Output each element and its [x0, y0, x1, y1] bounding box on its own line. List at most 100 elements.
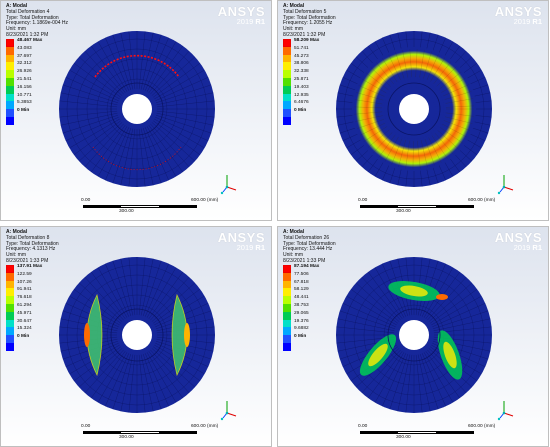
- mesh-line: [146, 41, 177, 92]
- mesh-line: [389, 353, 408, 410]
- scale-mid-label: 300.00: [119, 435, 134, 440]
- legend-color-swatch: [6, 85, 14, 94]
- result-panel-4[interactable]: A: Modal Total Deformation 26 Type: Tota…: [277, 226, 549, 447]
- mesh-line: [62, 84, 119, 103]
- axis-triad-icon[interactable]: [496, 171, 516, 195]
- mesh-line: [97, 267, 128, 318]
- mesh-line: [423, 51, 432, 79]
- mesh-line: [421, 140, 428, 168]
- scale-right-label: 600.00 (mm): [468, 198, 496, 203]
- result-info: A: Modal Total Deformation 5 Type: Total…: [283, 3, 336, 39]
- legend-max-label: 58.209 Max: [294, 38, 320, 43]
- brand-version: 2019 R1: [513, 17, 542, 26]
- legend-color-swatch: [6, 93, 14, 102]
- mesh-line: [433, 61, 452, 84]
- center-hole: [399, 320, 429, 350]
- mesh-line: [357, 119, 384, 129]
- legend-label: 38.806: [294, 61, 309, 67]
- deformation-patch-edge: [86, 293, 103, 377]
- mesh-line: [112, 34, 131, 91]
- triad-ball: [220, 417, 224, 421]
- rim-highlight: [94, 54, 180, 78]
- mesh-line: [69, 118, 120, 149]
- disc-model[interactable]: [334, 29, 494, 189]
- mesh-line: [354, 106, 383, 109]
- result-frequency: Frequency: 1.2055 Hz: [283, 20, 333, 27]
- mesh-line: [342, 303, 396, 328]
- mesh-line: [143, 260, 162, 317]
- mesh-line: [59, 100, 118, 108]
- result-info: A: Modal Total Deformation 8 Type: Total…: [6, 229, 59, 265]
- mesh-line: [368, 271, 403, 319]
- legend-color-swatch: [6, 101, 14, 110]
- mesh-line: [155, 84, 212, 103]
- mesh-line: [146, 267, 177, 318]
- mesh-line: [358, 85, 385, 97]
- mesh-line: [138, 31, 146, 90]
- result-timestamp: 8/23/2021 1:32 PM: [6, 31, 49, 38]
- legend-label: 26.926: [17, 69, 32, 75]
- mesh-line: [148, 351, 183, 399]
- legend-label: 6.4676: [294, 100, 309, 106]
- disc-model[interactable]: [334, 255, 494, 415]
- mesh-line: [409, 49, 412, 78]
- mesh-line: [427, 349, 467, 394]
- mesh-line: [148, 45, 183, 93]
- mesh-line: [78, 282, 123, 322]
- deformation-patch: [172, 295, 187, 375]
- axis-triad-icon[interactable]: [496, 397, 516, 421]
- legend-color-swatch: [6, 288, 14, 297]
- mesh-line: [84, 276, 124, 321]
- mesh-line: [154, 69, 205, 100]
- brand-version: 2019 R1: [236, 243, 265, 252]
- mesh-line: [432, 303, 486, 328]
- disc-model[interactable]: [57, 255, 217, 415]
- x-axis-line: [226, 186, 237, 191]
- legend-max-label: 87.194 Max: [294, 264, 320, 269]
- mesh-line: [84, 349, 124, 394]
- mesh-line: [434, 133, 454, 155]
- mesh-line: [430, 57, 446, 82]
- result-panel-3[interactable]: A: Modal Total Deformation 8 Type: Total…: [0, 226, 272, 447]
- deformation-lobe-core: [400, 285, 428, 297]
- mesh-line: [105, 263, 130, 317]
- analysis-title: A: Modal: [283, 3, 305, 9]
- mesh-line: [112, 260, 131, 317]
- scale-mid-label: 300.00: [396, 435, 411, 440]
- legend-min-label: 0 Min: [17, 108, 30, 114]
- legend-color-swatch: [6, 311, 14, 320]
- mesh-line: [138, 354, 146, 413]
- mesh-line: [105, 353, 130, 407]
- result-panel-1[interactable]: A: Modal Total Deformation 4 Type: Total…: [0, 0, 272, 221]
- mesh-line: [120, 354, 134, 412]
- mesh-line: [84, 50, 124, 95]
- analysis-title: A: Modal: [6, 229, 28, 235]
- axis-triad-icon[interactable]: [219, 171, 239, 195]
- result-panel-2[interactable]: A: Modal Total Deformation 5 Type: Total…: [277, 0, 549, 221]
- mesh-line: [443, 84, 469, 97]
- scale-right-label: 600.00 (mm): [191, 198, 219, 203]
- mesh-line: [431, 135, 448, 159]
- legend-color-swatch: [6, 54, 14, 63]
- legend-color-swatch: [6, 109, 14, 117]
- mesh-line: [391, 138, 403, 165]
- mesh-line: [143, 34, 162, 91]
- axis-triad-icon[interactable]: [219, 397, 239, 421]
- disc-model[interactable]: [57, 29, 217, 189]
- mesh-line: [417, 140, 421, 169]
- legend-label: 58.129: [294, 287, 309, 293]
- legend-color-swatch: [6, 327, 14, 336]
- mesh-line: [350, 289, 398, 324]
- result-type: Type: Total Deformation: [283, 14, 336, 21]
- triad-origin: [502, 411, 506, 415]
- mesh-ring: [343, 264, 485, 406]
- mesh-line: [62, 115, 119, 134]
- mesh-line: [346, 295, 397, 326]
- mesh-line: [428, 282, 473, 322]
- mesh-line: [402, 50, 409, 78]
- legend-label: 12.935: [294, 92, 309, 98]
- mesh-line: [112, 353, 131, 410]
- mesh-line: [374, 352, 405, 403]
- legend-color-swatch: [283, 39, 291, 47]
- legend-color-swatch: [283, 85, 291, 94]
